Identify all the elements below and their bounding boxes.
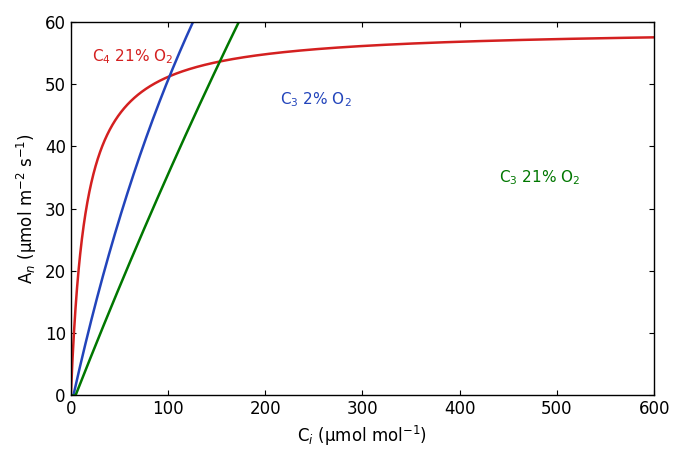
Y-axis label: A$_n$ (μmol m$^{-2}$ s$^{-1}$): A$_n$ (μmol m$^{-2}$ s$^{-1}$) xyxy=(15,133,39,284)
X-axis label: C$_i$ (μmol mol$^{-1}$): C$_i$ (μmol mol$^{-1}$) xyxy=(297,424,427,448)
Text: C$_3$ 21% O$_2$: C$_3$ 21% O$_2$ xyxy=(499,168,580,187)
Text: C$_3$ 2% O$_2$: C$_3$ 2% O$_2$ xyxy=(279,90,351,109)
Text: C$_4$ 21% O$_2$: C$_4$ 21% O$_2$ xyxy=(92,47,173,66)
